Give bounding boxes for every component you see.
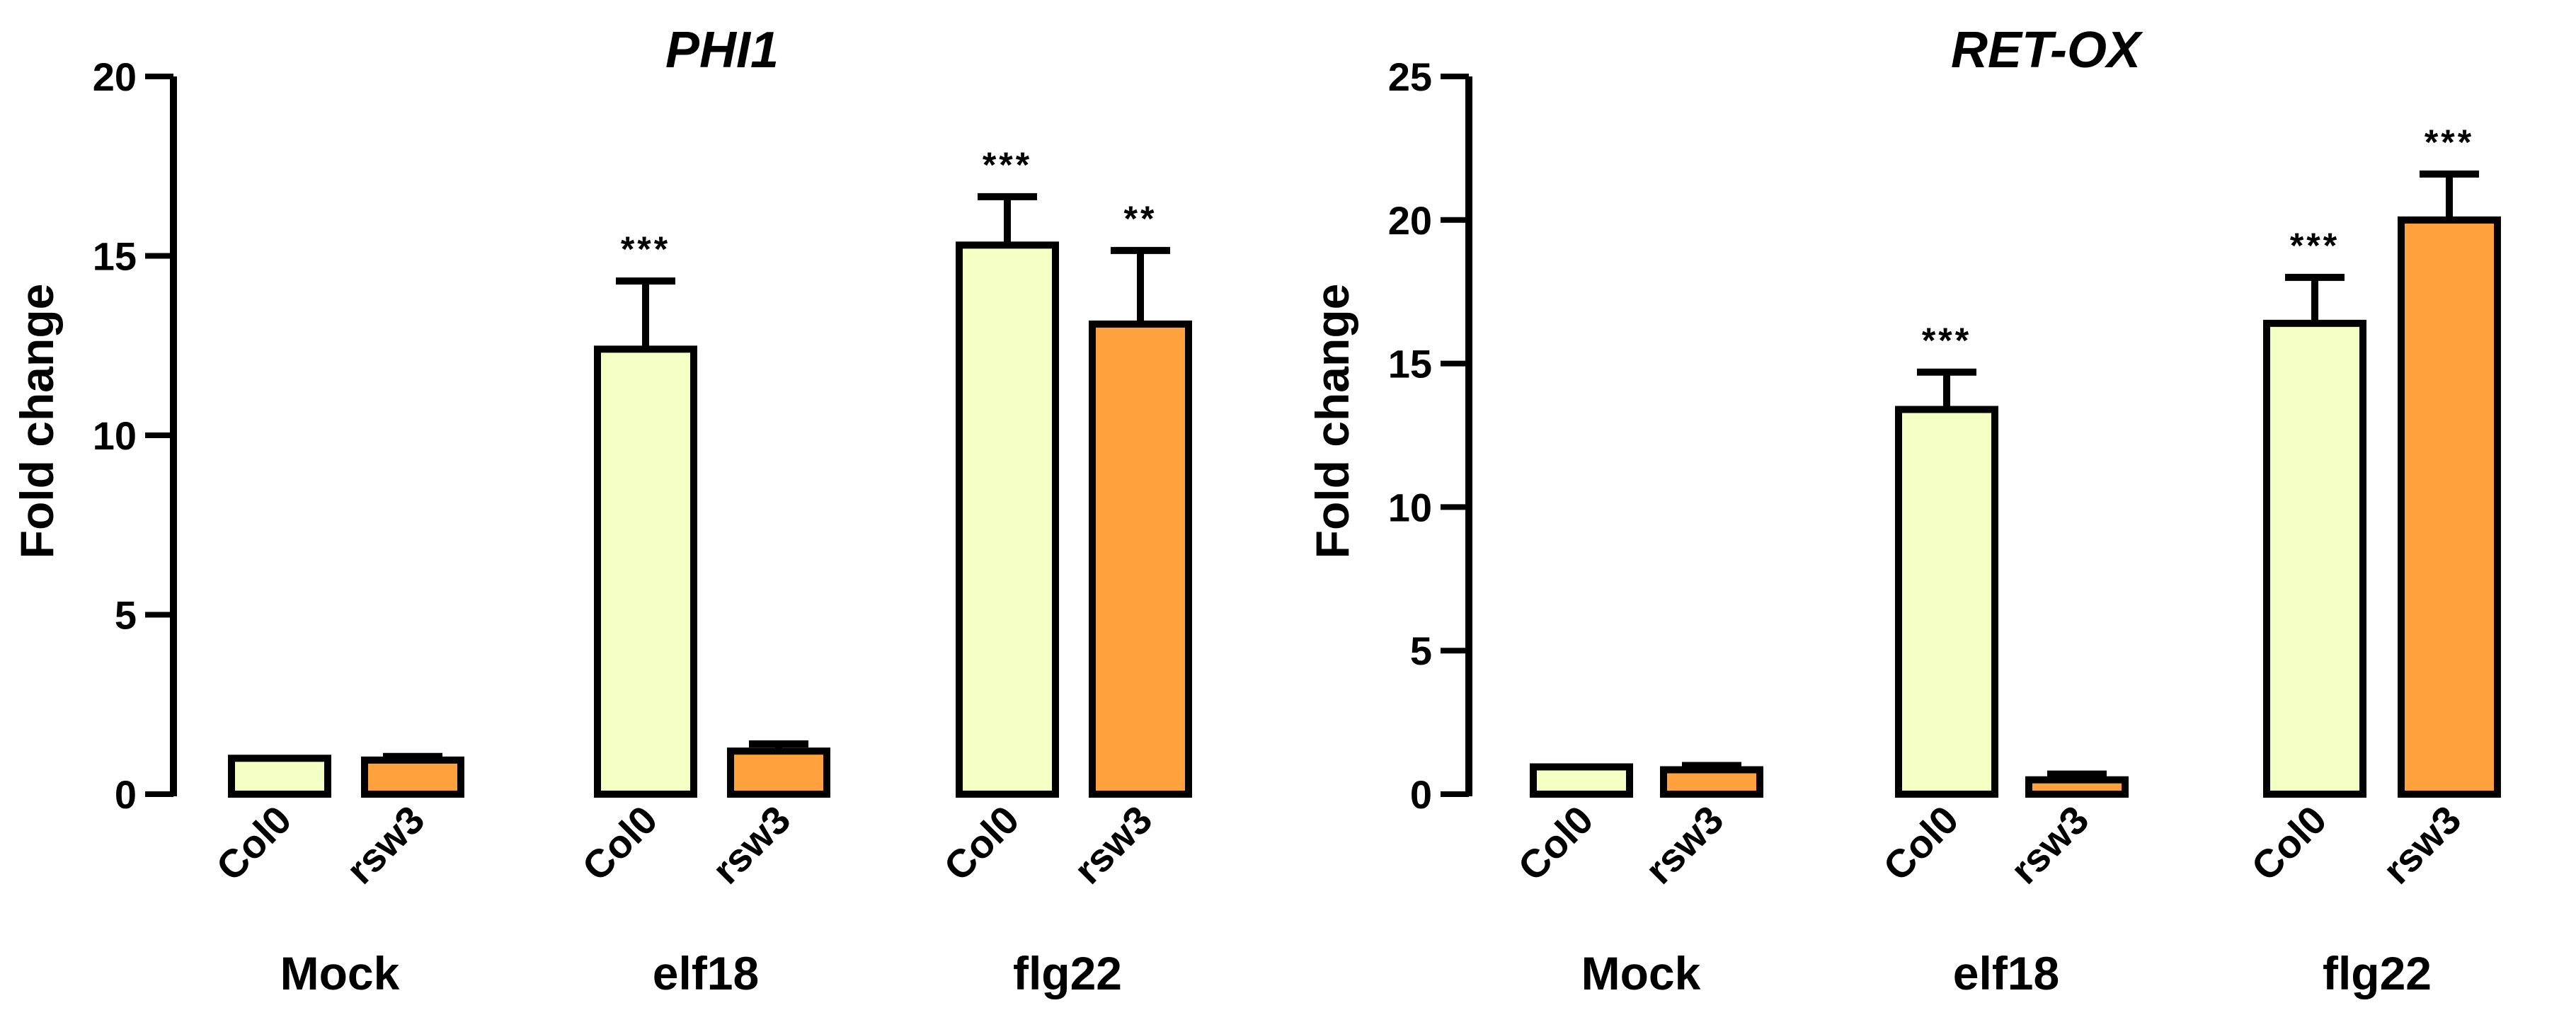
y-tick-label: 10 xyxy=(93,413,137,458)
bar xyxy=(1895,406,1998,798)
bar xyxy=(1089,320,1192,798)
y-tick-label: 0 xyxy=(115,772,137,817)
y-tick-label: 0 xyxy=(1410,772,1432,817)
x-tick-label: Col0 xyxy=(935,797,1027,889)
group-label: flg22 xyxy=(2323,947,2432,999)
x-tick-label: rsw3 xyxy=(704,797,799,893)
chart-plot-area: 0 5 10 15 20 Col0 rsw3 *** Col0 rsw3 *** Col0 ** rsw3… xyxy=(93,55,1192,999)
group-label: elf18 xyxy=(1953,947,2059,999)
y-tick-label: 20 xyxy=(1388,198,1432,243)
significance-label: *** xyxy=(2425,122,2474,162)
y-axis-label: Fold change xyxy=(11,284,63,559)
significance-label: *** xyxy=(983,145,1032,185)
significance-label: *** xyxy=(1922,321,1971,360)
y-tick-label: 20 xyxy=(93,55,137,99)
x-tick-label: Col0 xyxy=(207,797,299,889)
group-label: Mock xyxy=(280,947,400,999)
x-tick-label: rsw3 xyxy=(338,797,433,893)
x-tick-label: rsw3 xyxy=(2002,797,2097,893)
bar xyxy=(361,756,464,798)
x-tick-label: Col0 xyxy=(2243,797,2335,889)
bar xyxy=(2398,216,2501,798)
bar xyxy=(1660,766,1763,798)
y-tick-label: 15 xyxy=(93,234,137,279)
group-label: flg22 xyxy=(1013,947,1122,999)
bar xyxy=(2263,319,2366,798)
x-tick-label: Col0 xyxy=(1874,797,1967,889)
bar xyxy=(2025,776,2129,798)
x-tick-label: Col0 xyxy=(573,797,665,889)
bar xyxy=(228,755,331,798)
significance-label: ** xyxy=(1124,199,1157,239)
significance-label: *** xyxy=(621,229,670,269)
group-label: elf18 xyxy=(653,947,759,999)
bar xyxy=(594,345,697,798)
y-tick-label: 5 xyxy=(115,593,137,638)
x-tick-label: rsw3 xyxy=(1065,797,1161,893)
y-tick-label: 10 xyxy=(1388,485,1432,529)
x-tick-label: rsw3 xyxy=(2374,797,2470,893)
chart-title: RET-OX xyxy=(1951,22,2143,79)
chart-title: PHI1 xyxy=(665,22,779,79)
significance-label: *** xyxy=(2290,226,2340,265)
y-tick-label: 5 xyxy=(1410,629,1432,673)
bar xyxy=(956,241,1059,798)
y-axis-label: Fold change xyxy=(1306,284,1358,559)
chart-plot-area: 0 5 10 15 20 25 Col0 rsw3 *** Col0 rsw3 *** Col0 *** r… xyxy=(1388,55,2501,999)
x-tick-label: Col0 xyxy=(1509,797,1601,889)
x-tick-label: rsw3 xyxy=(1637,797,1732,893)
y-tick-label: 15 xyxy=(1388,342,1432,386)
bar xyxy=(727,747,830,798)
group-label: Mock xyxy=(1581,947,1701,999)
bar xyxy=(1530,763,1633,798)
y-tick-label: 25 xyxy=(1388,55,1432,99)
